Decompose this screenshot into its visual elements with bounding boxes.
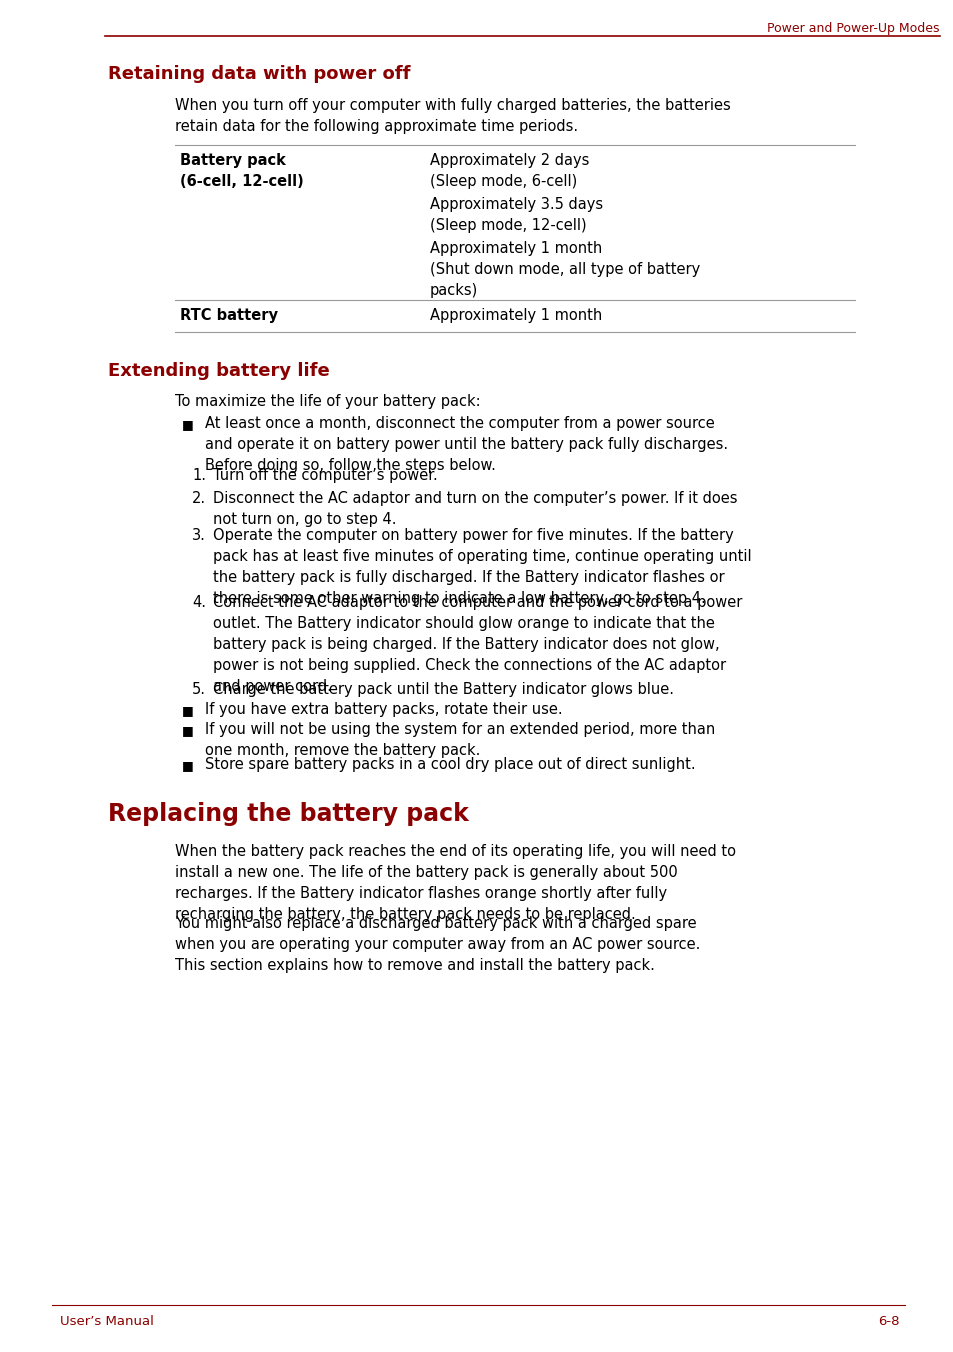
Text: Approximately 1 month: Approximately 1 month (430, 308, 601, 323)
Text: To maximize the life of your battery pack:: To maximize the life of your battery pac… (174, 393, 480, 410)
Text: 1.: 1. (192, 468, 206, 483)
Text: Charge the battery pack until the Battery indicator glows blue.: Charge the battery pack until the Batter… (213, 681, 673, 698)
Text: ■: ■ (182, 704, 193, 717)
Text: Battery pack
(6-cell, 12-cell): Battery pack (6-cell, 12-cell) (180, 153, 303, 189)
Text: Store spare battery packs in a cool dry place out of direct sunlight.: Store spare battery packs in a cool dry … (205, 757, 695, 772)
Text: Approximately 3.5 days
(Sleep mode, 12-cell): Approximately 3.5 days (Sleep mode, 12-c… (430, 197, 602, 233)
Text: Power and Power-Up Modes: Power and Power-Up Modes (767, 22, 939, 35)
Text: 3.: 3. (192, 529, 206, 544)
Text: Connect the AC adaptor to the computer and the power cord to a power
outlet. The: Connect the AC adaptor to the computer a… (213, 595, 741, 694)
Text: If you will not be using the system for an extended period, more than
one month,: If you will not be using the system for … (205, 722, 715, 758)
Text: Operate the computer on battery power for five minutes. If the battery
pack has : Operate the computer on battery power fo… (213, 529, 751, 606)
Text: Approximately 2 days
(Sleep mode, 6-cell): Approximately 2 days (Sleep mode, 6-cell… (430, 153, 589, 189)
Text: 4.: 4. (192, 595, 206, 610)
Text: ■: ■ (182, 418, 193, 431)
Text: Extending battery life: Extending battery life (108, 362, 330, 380)
Text: When the battery pack reaches the end of its operating life, you will need to
in: When the battery pack reaches the end of… (174, 844, 735, 922)
Text: ■: ■ (182, 758, 193, 772)
Text: Approximately 1 month
(Shut down mode, all type of battery
packs): Approximately 1 month (Shut down mode, a… (430, 241, 700, 297)
Text: Turn off the computer’s power.: Turn off the computer’s power. (213, 468, 437, 483)
Text: RTC battery: RTC battery (180, 308, 277, 323)
Text: 5.: 5. (192, 681, 206, 698)
Text: 6-8: 6-8 (878, 1315, 899, 1328)
Text: User’s Manual: User’s Manual (60, 1315, 153, 1328)
Text: If you have extra battery packs, rotate their use.: If you have extra battery packs, rotate … (205, 702, 562, 717)
Text: Retaining data with power off: Retaining data with power off (108, 65, 410, 82)
Text: 2.: 2. (192, 491, 206, 506)
Text: Replacing the battery pack: Replacing the battery pack (108, 802, 468, 826)
Text: ■: ■ (182, 725, 193, 737)
Text: At least once a month, disconnect the computer from a power source
and operate i: At least once a month, disconnect the co… (205, 416, 727, 473)
Text: You might also replace a discharged battery pack with a charged spare
when you a: You might also replace a discharged batt… (174, 917, 700, 973)
Text: Disconnect the AC adaptor and turn on the computer’s power. If it does
not turn : Disconnect the AC adaptor and turn on th… (213, 491, 737, 527)
Text: When you turn off your computer with fully charged batteries, the batteries
reta: When you turn off your computer with ful… (174, 97, 730, 134)
